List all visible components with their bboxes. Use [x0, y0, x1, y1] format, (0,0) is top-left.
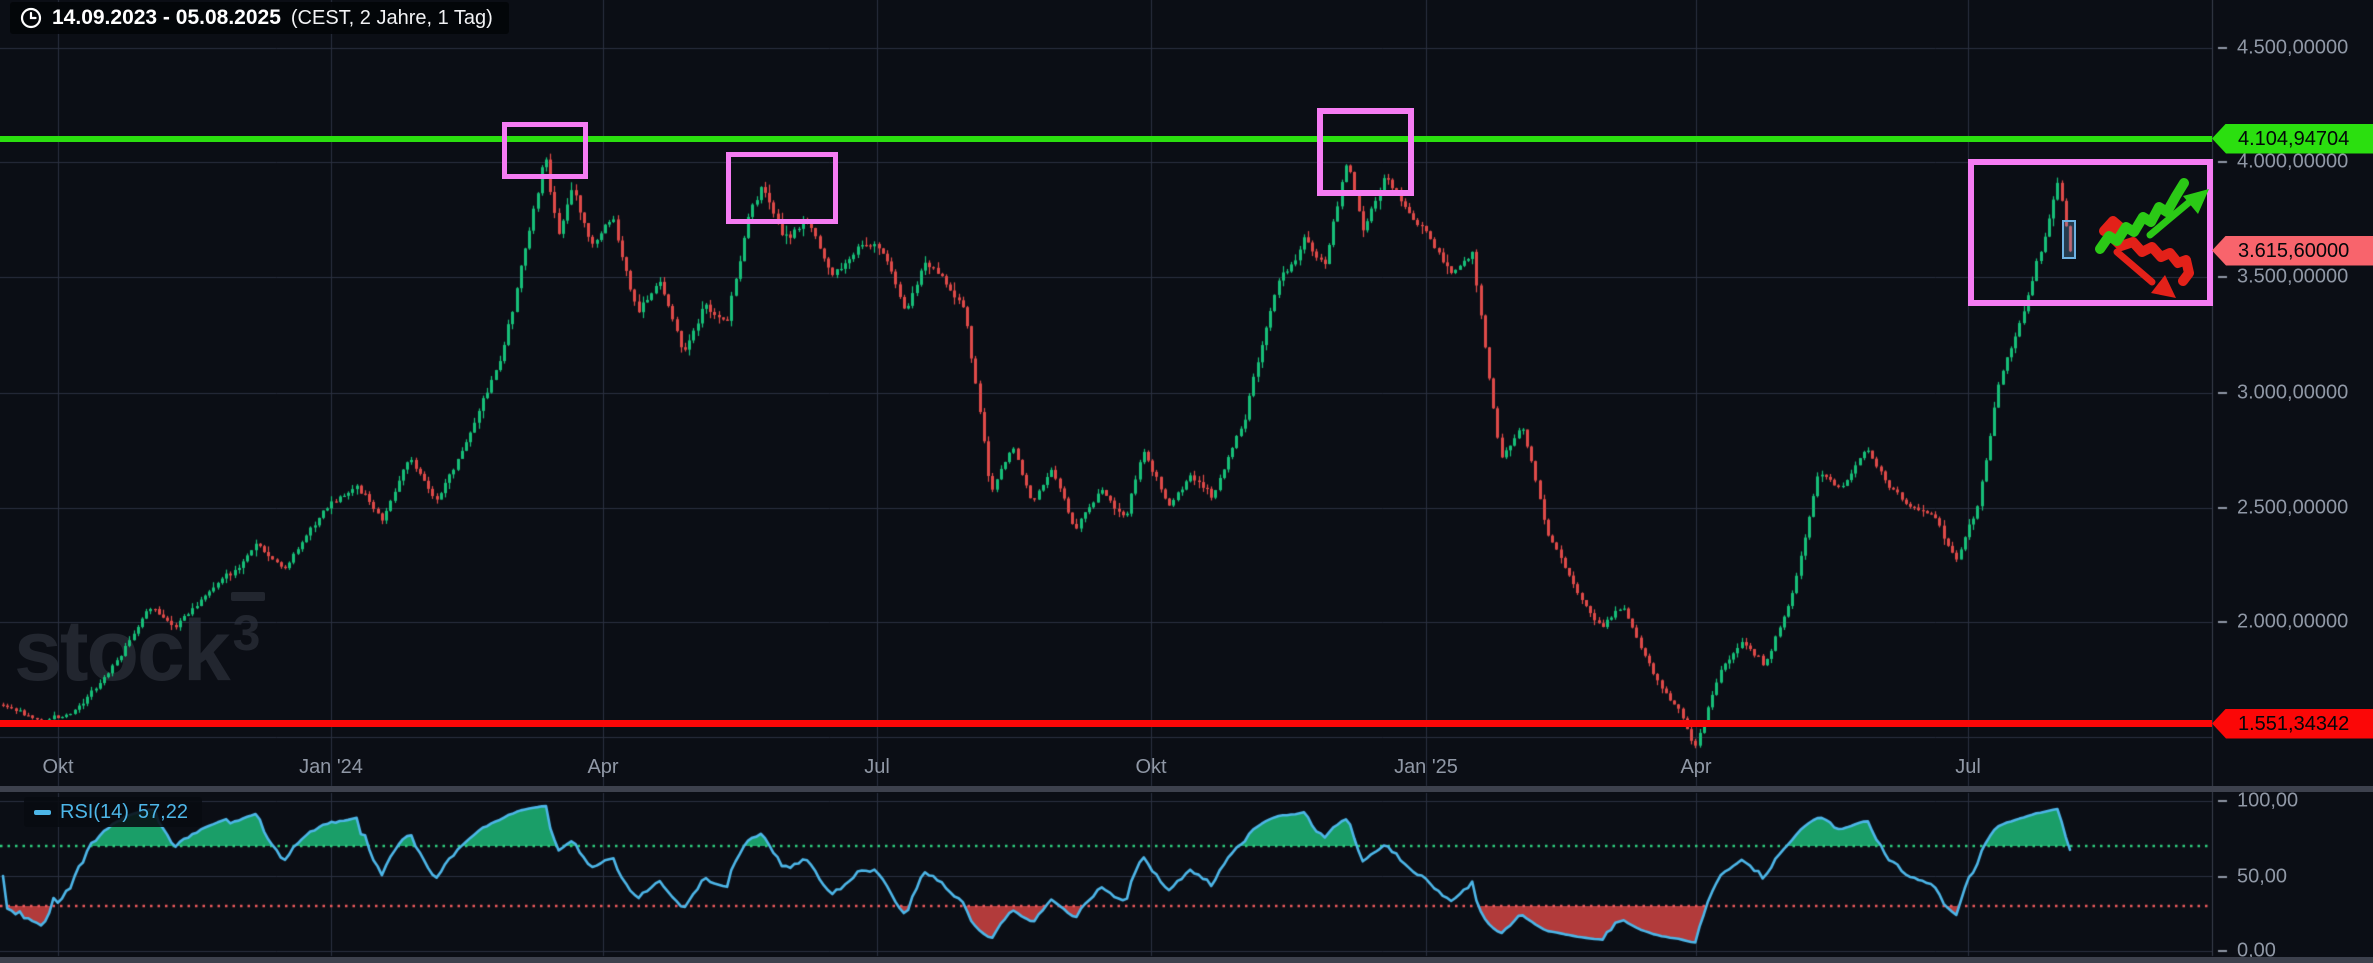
last-price-badge: 3.615,60000	[2212, 235, 2373, 266]
price-axis-tick-label: 3.500,00000	[2237, 265, 2349, 288]
green-arrow-shaft[interactable]	[2146, 195, 2197, 239]
time-range-meta: (CEST, 2 Jahre, 1 Tag)	[290, 6, 493, 29]
pane-divider[interactable]	[0, 786, 2373, 792]
time-axis-tick-label: Okt	[1135, 756, 1167, 778]
price-axis-tick-label: 4.000,00000	[2237, 150, 2349, 173]
price-axis-tick-label: 100,00	[2237, 789, 2299, 812]
resistance-line[interactable]	[0, 135, 2212, 142]
selected-candle-highlight	[2062, 220, 2076, 259]
time-axis-tick-label: Okt	[42, 756, 74, 778]
support-price-badge: 1.551,34342	[2212, 708, 2373, 739]
price-axis-tick-label: 3.000,00000	[2237, 381, 2349, 404]
annotation-box[interactable]	[1317, 108, 1414, 196]
time-axis-tick-label: Apr	[587, 756, 619, 778]
green-wavy-line[interactable]	[2095, 178, 2189, 254]
bottom-divider[interactable]	[0, 957, 2373, 963]
price-axis-tick-label: 0,00	[2237, 939, 2276, 962]
time-range-label: 14.09.2023 - 05.08.2025	[52, 6, 281, 29]
red-arrow-head[interactable]	[2151, 275, 2176, 298]
rsi-legend-label: RSI(14)	[60, 800, 129, 823]
annotation-box[interactable]	[502, 122, 588, 179]
rsi-legend-value: 57,22	[137, 800, 188, 823]
time-range-badge[interactable]: 14.09.2023 - 05.08.2025 (CEST, 2 Jahre, …	[10, 2, 509, 34]
price-axis-tick-label: 2.000,00000	[2237, 610, 2349, 633]
support-line[interactable]	[0, 720, 2212, 727]
time-axis-tick-label: Jan '24	[299, 756, 363, 778]
resistance-price-badge: 4.104,94704	[2212, 123, 2373, 154]
annotation-box[interactable]	[1968, 159, 2213, 306]
rsi-dash-icon	[34, 809, 51, 815]
time-axis-tick-label: Apr	[1680, 756, 1712, 778]
time-axis-tick-label: Jul	[1955, 756, 1981, 778]
time-axis-tick-label: Jul	[864, 756, 890, 778]
red-arrow-shaft[interactable]	[2113, 248, 2156, 286]
rsi-legend[interactable]: RSI(14) 57,22	[24, 797, 202, 827]
clock-icon	[20, 7, 42, 29]
time-axis-tick-label: Jan '25	[1394, 756, 1458, 778]
green-arrow-head[interactable]	[2183, 189, 2209, 214]
price-axis-tick-label: 2.500,00000	[2237, 496, 2349, 519]
price-axis-tick-label: 50,00	[2237, 865, 2288, 888]
red-wavy-line[interactable]	[2099, 216, 2194, 286]
price-axis-tick-label: 4.500,00000	[2237, 36, 2349, 59]
annotation-box[interactable]	[726, 152, 838, 224]
